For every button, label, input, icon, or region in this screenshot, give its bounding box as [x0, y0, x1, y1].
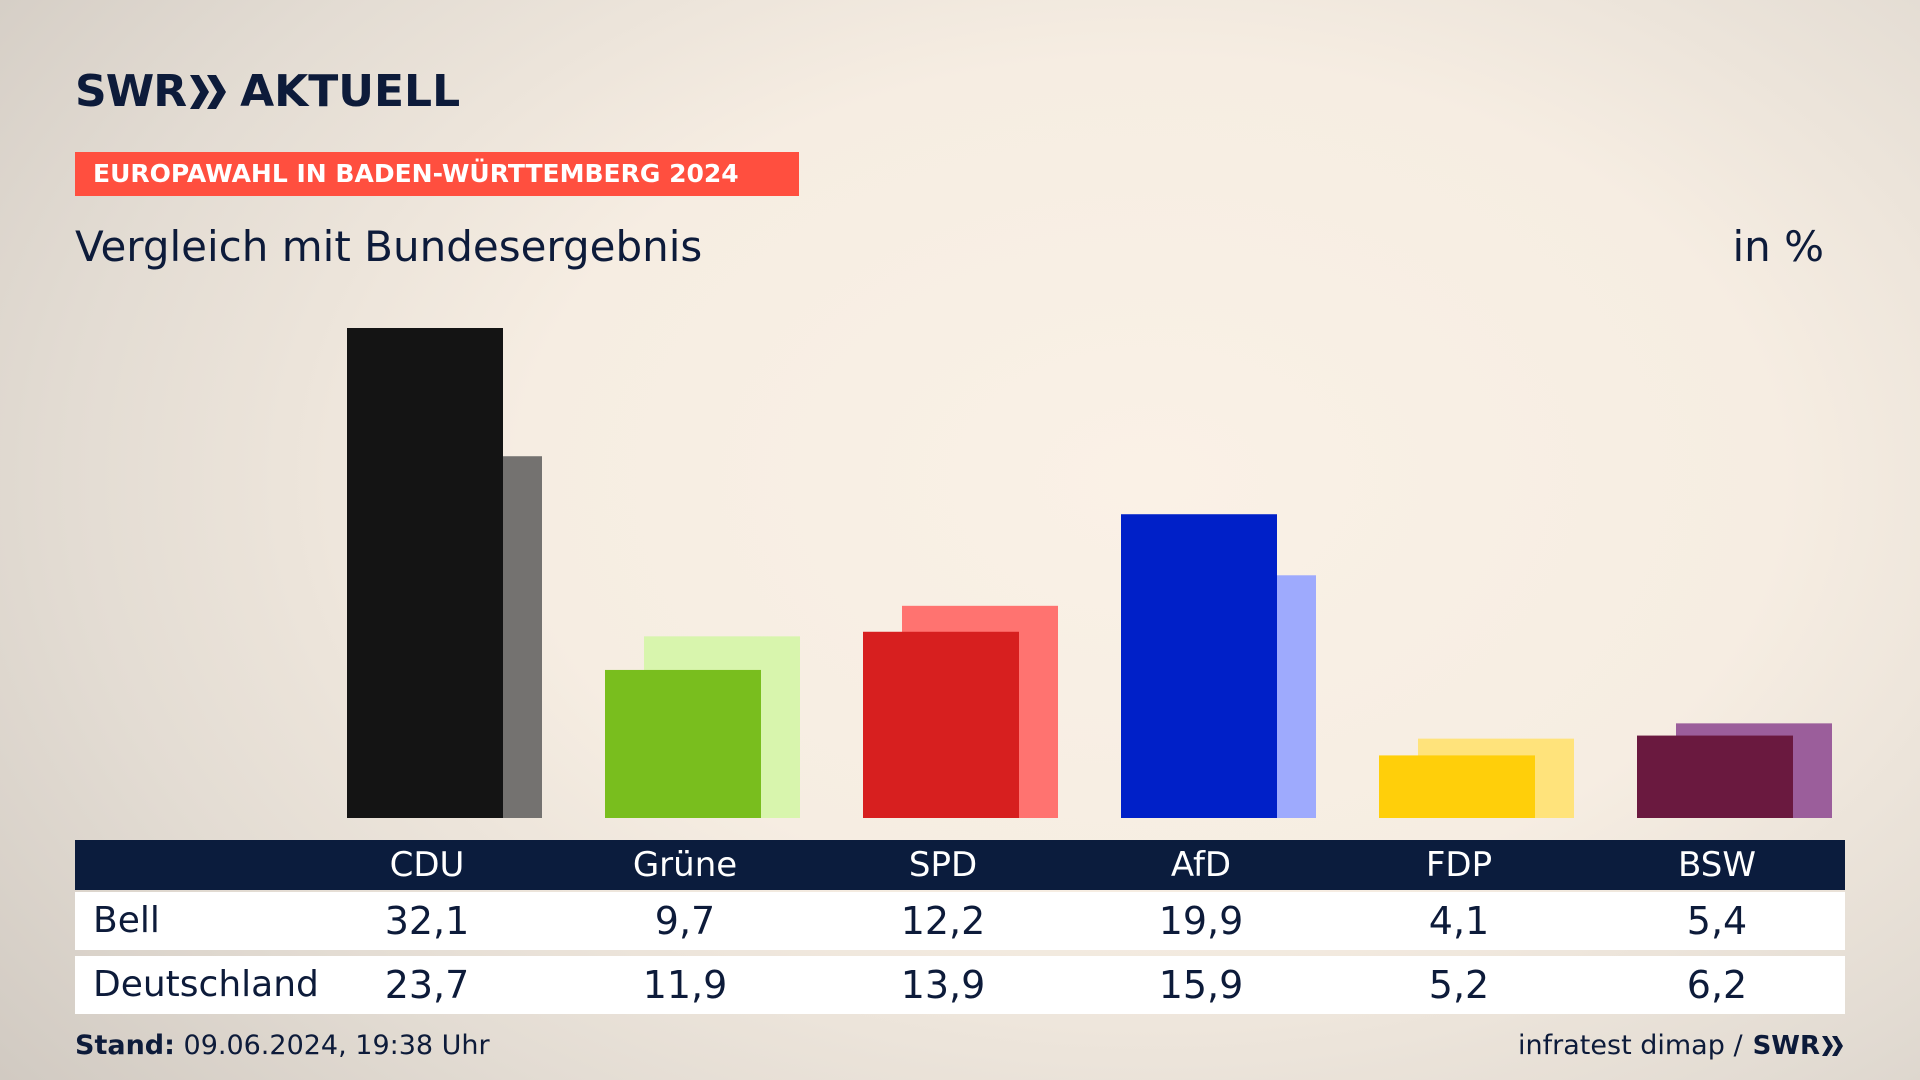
double-chevron-icon — [190, 75, 227, 109]
source-brand: SWR — [1752, 1030, 1820, 1061]
row-label-bell: Bell — [93, 900, 160, 941]
row-label-deutschland: Deutschland — [93, 964, 319, 1005]
value-label-bell-bsw: 5,4 — [1686, 899, 1748, 943]
bar-chart — [347, 328, 1832, 818]
bar-bell-fdp — [1379, 755, 1535, 818]
bar-bell-bsw — [1637, 735, 1793, 818]
value-label-deutschland-afd: 15,9 — [1158, 963, 1244, 1007]
value-label-bell-fdp: 4,1 — [1428, 899, 1490, 943]
table-row: Bell 32,1 9,7 12,2 19,9 4,1 5,4 — [75, 892, 1845, 950]
column-header-bsw: BSW — [1678, 845, 1756, 885]
election-banner: EUROPAWAHL IN BADEN-WÜRTTEMBERG 2024 — [75, 152, 799, 196]
value-label-deutschland-bsw: 6,2 — [1686, 963, 1748, 1007]
value-label-bell-spd: 12,2 — [900, 899, 986, 943]
value-label-bell-afd: 19,9 — [1158, 899, 1244, 943]
swr-aktuell-logo: SWR AKTUELL — [75, 66, 460, 118]
bar-bell-spd — [863, 631, 1019, 818]
bar-bell-cdu — [347, 328, 503, 818]
stand-value: 09.06.2024, 19:38 Uhr — [183, 1030, 490, 1061]
value-label-bell-grüne: 9,7 — [654, 899, 716, 943]
column-header-grüne: Grüne — [632, 845, 738, 885]
column-header-cdu: CDU — [389, 845, 465, 885]
column-header-fdp: FDP — [1425, 845, 1493, 885]
unit-label: in % — [1732, 222, 1824, 271]
source-text: infratest dimap / — [1518, 1030, 1743, 1061]
timestamp: Stand: 09.06.2024, 19:38 Uhr — [75, 1030, 490, 1061]
logo-aktuell-text: AKTUELL — [240, 66, 461, 117]
chart-subtitle: Vergleich mit Bundesergebnis — [75, 222, 703, 271]
table-row: Deutschland 23,7 11,9 13,9 15,9 5,2 6,2 — [75, 956, 1845, 1014]
bar-bell-grüne — [605, 669, 761, 818]
column-header-afd: AfD — [1170, 845, 1232, 885]
value-label-bell-cdu: 32,1 — [384, 899, 470, 943]
bar-bell-afd — [1121, 514, 1277, 818]
table-header: CDU Grüne SPD AfD FDP BSW — [75, 840, 1845, 890]
logo-swr-text: SWR — [75, 66, 187, 117]
column-header-spd: SPD — [908, 845, 978, 885]
value-label-deutschland-spd: 13,9 — [900, 963, 986, 1007]
stand-label: Stand: — [75, 1030, 175, 1061]
source-credit: infratest dimap / SWR — [1518, 1030, 1844, 1061]
value-label-deutschland-cdu: 23,7 — [384, 963, 470, 1007]
double-chevron-icon — [1822, 1035, 1843, 1056]
value-label-deutschland-grüne: 11,9 — [642, 963, 728, 1007]
value-label-deutschland-fdp: 5,2 — [1428, 963, 1490, 1007]
